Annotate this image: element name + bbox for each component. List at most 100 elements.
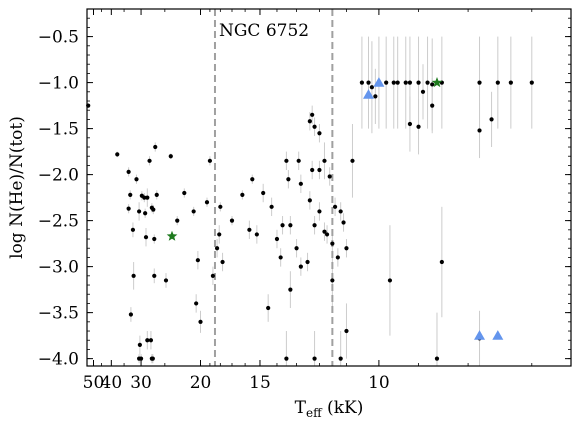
data-point [145,338,150,343]
data-point [294,246,299,251]
x-tick-label: 15 [249,373,271,393]
data-point [131,273,136,278]
data-point [322,158,327,163]
data-point [240,192,245,197]
data-point [298,181,303,186]
triangle-point [373,77,385,87]
y-tick-label: −2.5 [38,212,79,232]
data-point [138,356,144,361]
x-tick-label: 40 [101,373,123,393]
data-point [312,356,317,361]
data-point [115,152,120,157]
reference-lines-group [213,9,334,366]
star-point [166,230,178,241]
data-point [529,80,534,85]
data-point [137,342,142,347]
triangle-point [474,330,486,340]
data-point [128,312,134,317]
data-point [182,190,187,196]
data-point [495,80,500,85]
data-point [477,80,482,85]
data-point [298,264,303,269]
x-axis-title-unit: (kK) [322,398,364,418]
y-tick-label: −0.5 [38,28,79,48]
data-point [153,144,158,150]
y-tick-label: −4.0 [38,350,79,370]
x-tick-label: 10 [368,373,390,393]
x-tick-label: 50 [83,373,105,393]
data-point [330,241,335,246]
data-point [305,259,310,265]
data-point [508,80,513,85]
data-point [332,204,338,209]
data-point [344,328,349,334]
data-point [324,232,330,237]
data-point [359,80,365,85]
data-point [148,338,154,343]
data-point [341,220,346,225]
data-point [142,195,147,200]
data-point [310,112,315,117]
data-point [391,80,396,85]
data-point [338,356,343,361]
data-point [317,131,322,136]
data-point [317,167,322,173]
data-point [335,255,340,260]
data-point [317,209,322,214]
data-point [229,218,235,223]
x-axis-title-sub: eff [306,406,323,420]
data-point [278,255,283,260]
x-tick-label: 30 [130,373,152,393]
data-point [195,258,200,263]
data-point [327,174,332,179]
data-point [217,232,222,237]
data-point [250,177,255,182]
x-axis-title-main: T [295,398,307,418]
data-point [296,158,301,163]
y-tick-label: −3.0 [38,258,79,278]
data-point [407,80,413,85]
data-point [477,128,482,133]
data-point [284,356,289,361]
data-point [338,209,343,214]
data-point [384,80,389,85]
data-point [322,229,327,234]
data-point [280,223,285,228]
data-point [310,167,315,173]
data-point [218,204,223,209]
y-tick-label: −3.5 [38,304,79,324]
data-point [220,259,225,265]
data-point [425,80,430,85]
data-point [284,158,289,163]
data-point [266,305,271,311]
plot-frame [86,8,572,367]
y-axis-title: log N(He)/N(tot) [7,116,27,259]
data-point [430,82,435,87]
data-point [126,206,131,211]
data-point [207,158,213,163]
data-point [128,192,133,197]
data-point [152,236,157,242]
data-point [387,278,393,283]
star-point [431,77,443,88]
data-point [366,80,371,85]
data-point [191,209,196,214]
y-tick-label: −2.0 [38,166,79,186]
data-point [416,80,421,85]
data-point [150,356,155,361]
y-tick-label: −1.0 [38,74,79,94]
data-point [286,177,291,182]
data-point [416,124,421,129]
triangle-point [492,330,504,340]
data-point [261,190,266,196]
data-point [134,177,139,182]
data-point [369,85,375,90]
data-point [147,158,152,163]
data-point [254,232,259,237]
axes-frame [86,8,572,367]
data-point [130,227,136,232]
data-point [407,121,413,127]
data-point [198,319,203,324]
